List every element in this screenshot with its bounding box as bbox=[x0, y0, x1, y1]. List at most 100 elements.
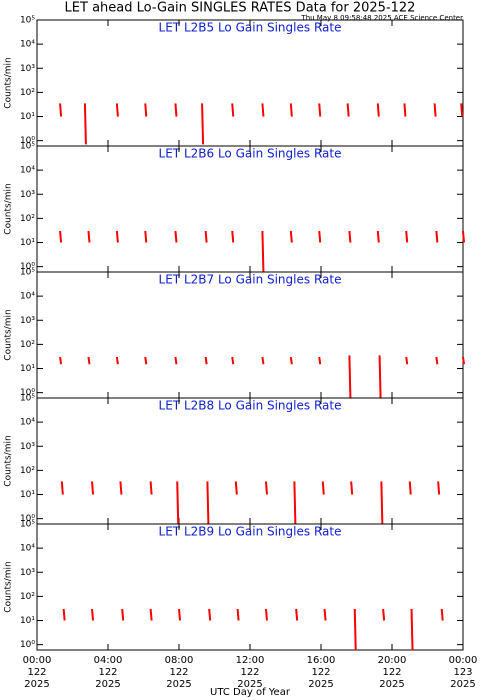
panel-title: LET L2B6 Lo Gain Singles Rate bbox=[159, 147, 342, 161]
y-tick-label: 10³ bbox=[20, 568, 35, 578]
y-tick-label: 10¹ bbox=[20, 238, 35, 248]
panel-title: LET L2B8 Lo Gain Singles Rate bbox=[159, 399, 342, 413]
y-tick-label: 10¹ bbox=[20, 490, 35, 500]
spike bbox=[83, 103, 87, 145]
spike bbox=[236, 608, 240, 621]
spike bbox=[174, 103, 178, 117]
spike bbox=[318, 230, 322, 243]
spike bbox=[460, 103, 464, 117]
x-tick-label: 00:00 123 2025 bbox=[449, 655, 478, 690]
y-tick-label: 10⁰ bbox=[20, 388, 35, 398]
spike bbox=[144, 103, 148, 117]
spike bbox=[353, 608, 357, 651]
y-tick-label: 10⁴ bbox=[20, 292, 35, 302]
x-tick-label: 20:00 122 2025 bbox=[378, 655, 407, 690]
spike bbox=[376, 103, 380, 117]
x-tick-label: 12:00 122 2025 bbox=[236, 655, 265, 690]
spike bbox=[261, 230, 265, 273]
panel-title: LET L2B5 Lo Gain Singles Rate bbox=[159, 21, 342, 35]
spike bbox=[261, 103, 265, 117]
y-tick-label: 10⁵ bbox=[20, 16, 35, 26]
y-tick-label: 10⁰ bbox=[20, 136, 35, 146]
spike bbox=[208, 608, 212, 621]
x-tick-label: 08:00 122 2025 bbox=[165, 655, 194, 690]
spike bbox=[289, 230, 293, 243]
spike bbox=[410, 608, 414, 651]
y-axis-label: Counts/min bbox=[4, 435, 14, 486]
spike bbox=[149, 608, 153, 621]
spike bbox=[62, 608, 66, 621]
y-axis-label: Counts/min bbox=[4, 561, 14, 612]
panel-title: LET L2B7 Lo Gain Singles Rate bbox=[159, 273, 342, 287]
spike bbox=[178, 608, 181, 621]
y-tick-label: 10³ bbox=[20, 190, 35, 200]
spike bbox=[115, 230, 119, 243]
spike bbox=[382, 608, 386, 621]
spike bbox=[231, 103, 235, 117]
y-tick-label: 10⁵ bbox=[20, 142, 35, 152]
spike bbox=[60, 481, 64, 495]
spike bbox=[144, 356, 148, 365]
spike bbox=[174, 356, 178, 365]
spike bbox=[405, 356, 409, 365]
y-tick-label: 10⁵ bbox=[20, 520, 35, 530]
spike bbox=[59, 103, 63, 117]
spike bbox=[378, 355, 382, 399]
spike bbox=[231, 356, 235, 365]
x-tick-label: 04:00 122 2025 bbox=[94, 655, 123, 690]
y-tick-label: 10⁵ bbox=[20, 268, 35, 278]
spike bbox=[119, 481, 123, 495]
x-tick-label: 00:00 122 2025 bbox=[23, 655, 52, 690]
x-axis-label: UTC Day of Year bbox=[210, 687, 291, 698]
x-tick-label: 16:00 122 2025 bbox=[307, 655, 336, 690]
spike bbox=[440, 608, 444, 621]
spike bbox=[289, 356, 293, 365]
spike bbox=[408, 481, 412, 495]
spike bbox=[433, 103, 437, 117]
spike bbox=[174, 230, 178, 243]
spike bbox=[289, 103, 293, 117]
spike bbox=[380, 481, 384, 525]
y-axis-label: Counts/min bbox=[4, 57, 14, 108]
spike bbox=[231, 230, 235, 243]
spike bbox=[293, 481, 297, 525]
spike bbox=[91, 481, 95, 495]
y-tick-label: 10² bbox=[20, 592, 35, 602]
spike bbox=[318, 103, 322, 117]
y-tick-label: 10³ bbox=[20, 442, 35, 452]
spike bbox=[323, 608, 327, 621]
y-tick-label: 10⁰ bbox=[20, 262, 35, 272]
spike bbox=[462, 230, 465, 243]
spike bbox=[91, 608, 95, 621]
y-tick-label: 10² bbox=[20, 88, 35, 98]
y-tick-label: 10¹ bbox=[20, 112, 35, 122]
spike bbox=[204, 230, 208, 243]
y-tick-label: 10⁰ bbox=[20, 640, 35, 650]
spike bbox=[144, 230, 148, 243]
spike bbox=[201, 103, 205, 145]
spike bbox=[318, 356, 322, 365]
spike bbox=[350, 481, 354, 495]
y-tick-label: 10¹ bbox=[20, 616, 35, 626]
chart-title: LET ahead Lo-Gain SINGLES RATES Data for… bbox=[65, 1, 416, 16]
spike bbox=[462, 356, 465, 365]
spike bbox=[348, 230, 352, 243]
spike bbox=[403, 103, 407, 117]
panel-title: LET L2B9 Lo Gain Singles Rate bbox=[159, 525, 342, 539]
y-tick-label: 10⁰ bbox=[20, 514, 35, 524]
y-axis-label: Counts/min bbox=[4, 309, 14, 360]
y-tick-label: 10² bbox=[20, 214, 35, 224]
timestamp: Thu May 8 09:58:48 2025 ACE Science Cent… bbox=[300, 14, 463, 22]
spike bbox=[435, 356, 439, 365]
spike bbox=[87, 230, 91, 243]
spike bbox=[59, 230, 63, 243]
y-tick-label: 10¹ bbox=[20, 364, 35, 374]
y-tick-label: 10⁴ bbox=[20, 166, 35, 176]
spike bbox=[295, 608, 299, 621]
spike bbox=[87, 356, 91, 365]
spike bbox=[348, 355, 352, 399]
spike bbox=[176, 481, 180, 525]
spike bbox=[206, 481, 210, 525]
